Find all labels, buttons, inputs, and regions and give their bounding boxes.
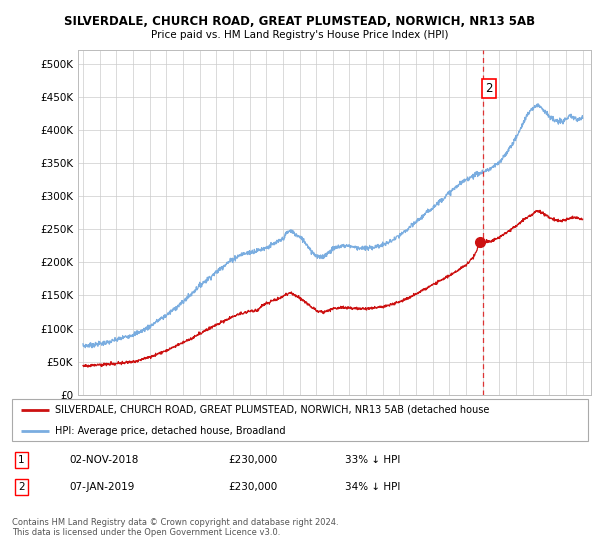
Text: £230,000: £230,000 [228,455,277,465]
Text: SILVERDALE, CHURCH ROAD, GREAT PLUMSTEAD, NORWICH, NR13 5AB (detached house: SILVERDALE, CHURCH ROAD, GREAT PLUMSTEAD… [55,405,490,415]
Text: 1: 1 [18,455,25,465]
Text: 02-NOV-2018: 02-NOV-2018 [69,455,139,465]
Text: £230,000: £230,000 [228,482,277,492]
Text: Price paid vs. HM Land Registry's House Price Index (HPI): Price paid vs. HM Land Registry's House … [151,30,449,40]
Text: 2: 2 [18,482,25,492]
Text: HPI: Average price, detached house, Broadland: HPI: Average price, detached house, Broa… [55,426,286,436]
Text: 34% ↓ HPI: 34% ↓ HPI [345,482,400,492]
Text: 07-JAN-2019: 07-JAN-2019 [69,482,134,492]
Text: 33% ↓ HPI: 33% ↓ HPI [345,455,400,465]
Text: Contains HM Land Registry data © Crown copyright and database right 2024.
This d: Contains HM Land Registry data © Crown c… [12,518,338,538]
Text: 2: 2 [485,82,493,95]
Text: SILVERDALE, CHURCH ROAD, GREAT PLUMSTEAD, NORWICH, NR13 5AB: SILVERDALE, CHURCH ROAD, GREAT PLUMSTEAD… [64,15,536,28]
